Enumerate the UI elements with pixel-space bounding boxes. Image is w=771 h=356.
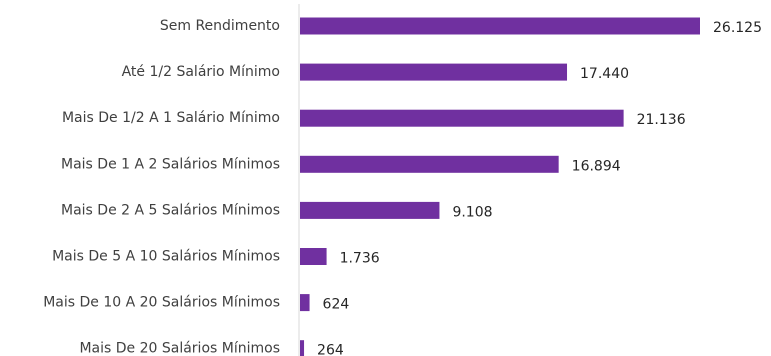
category-label: Mais De 1/2 A 1 Salário Mínimo [62, 110, 280, 126]
bar [300, 201, 440, 219]
value-label: 264 [317, 343, 344, 356]
category-label: Mais De 1 A 2 Salários Mínimos [61, 156, 280, 172]
value-label: 16.894 [572, 158, 621, 174]
value-label: 26.125 [713, 20, 762, 36]
category-label: Mais De 2 A 5 Salários Mínimos [61, 202, 280, 218]
value-label: 9.108 [452, 204, 492, 220]
value-label: 21.136 [637, 112, 686, 128]
category-label: Sem Rendimento [160, 18, 280, 34]
category-label: Mais De 10 A 20 Salários Mínimos [43, 295, 280, 311]
category-label: Até 1/2 Salário Mínimo [122, 64, 280, 80]
category-label: Mais De 20 Salários Mínimos [79, 341, 280, 356]
bar [300, 109, 624, 127]
bars-group [300, 17, 700, 356]
bar [300, 340, 305, 356]
value-label: 624 [323, 297, 350, 313]
value-label: 1.736 [340, 251, 380, 267]
category-label: Mais De 5 A 10 Salários Mínimos [52, 249, 280, 265]
value-labels-group: 26.125 17.440 21.136 16.894 9.108 1.736 624 264 [317, 20, 762, 356]
value-label: 17.440 [580, 66, 629, 82]
category-labels-group: Sem Rendimento Até 1/2 Salário Mínimo Mais… [43, 18, 280, 356]
bar [300, 63, 568, 81]
bar [300, 17, 700, 35]
bar [300, 294, 310, 312]
bar [300, 248, 327, 265]
bar [300, 155, 559, 173]
